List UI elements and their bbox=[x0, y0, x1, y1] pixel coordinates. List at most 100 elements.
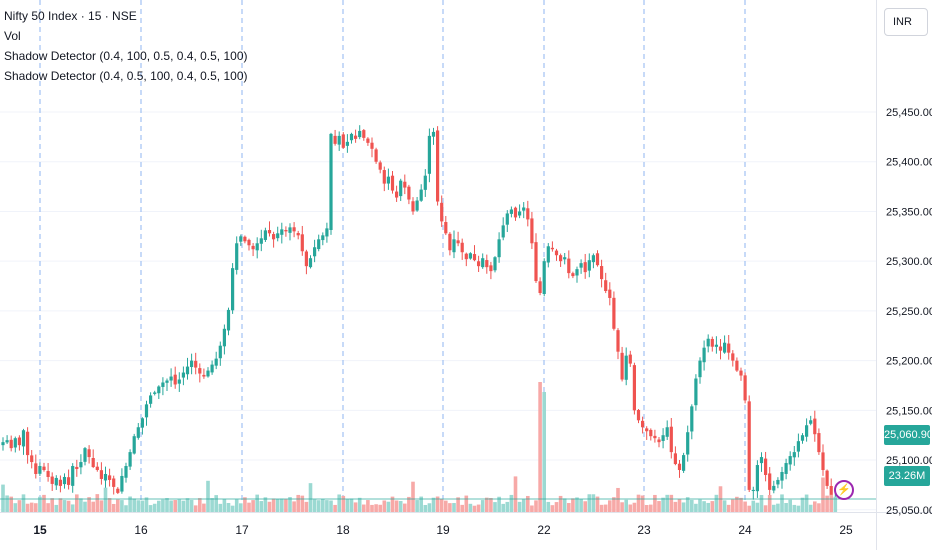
volume-bar bbox=[833, 496, 838, 512]
volume-bar bbox=[513, 476, 518, 512]
candle-body bbox=[284, 230, 288, 232]
candle-body bbox=[1, 442, 5, 446]
volume-bar bbox=[501, 503, 505, 512]
candle-body bbox=[768, 473, 772, 490]
x-tick-label: 15 bbox=[33, 523, 47, 537]
indicator-label-1[interactable]: Shadow Detector (0.4, 100, 0.5, 0.4, 0.5… bbox=[4, 49, 248, 63]
volume-bar bbox=[460, 504, 464, 512]
candle-body bbox=[26, 431, 30, 456]
candle-body bbox=[489, 265, 493, 272]
volume-bar bbox=[526, 495, 530, 512]
volume-bar bbox=[493, 502, 497, 512]
volume-bar bbox=[87, 497, 91, 512]
volume-bar bbox=[435, 496, 440, 512]
candle-body bbox=[206, 370, 210, 377]
candle-body bbox=[415, 200, 419, 211]
volume-bar bbox=[70, 504, 75, 512]
x-tick-label: 18 bbox=[336, 523, 350, 537]
currency-button[interactable]: INR bbox=[884, 8, 928, 36]
volume-bar bbox=[554, 502, 559, 512]
volume-bar bbox=[75, 494, 79, 512]
volume-bar bbox=[669, 494, 674, 512]
x-tick-label: 25 bbox=[839, 523, 853, 537]
candle-body bbox=[235, 243, 239, 270]
volume-bar bbox=[308, 483, 313, 512]
candle-body bbox=[468, 253, 472, 259]
candle-body bbox=[378, 162, 382, 170]
candle-body bbox=[292, 227, 296, 232]
candle-body bbox=[567, 258, 571, 274]
candle-body bbox=[608, 289, 612, 298]
candle-body bbox=[612, 297, 616, 329]
volume-bar bbox=[829, 494, 833, 512]
candle-body bbox=[124, 466, 128, 478]
candle-body bbox=[464, 253, 468, 260]
volume-bar bbox=[333, 504, 337, 512]
volume-bar bbox=[144, 497, 149, 512]
candle-body bbox=[477, 261, 481, 267]
volume-bar bbox=[608, 500, 612, 512]
candle-body bbox=[390, 175, 395, 191]
candle-body bbox=[587, 260, 591, 271]
candle-body bbox=[329, 133, 333, 230]
candle-body bbox=[165, 380, 169, 383]
volume-bar bbox=[800, 497, 805, 512]
candle-body bbox=[50, 476, 54, 484]
symbol-title[interactable]: Nifty 50 Index · 15 · NSE bbox=[4, 9, 137, 23]
candle-body bbox=[669, 426, 673, 453]
volume-bar bbox=[759, 495, 764, 512]
candle-body bbox=[177, 379, 181, 384]
candle-body bbox=[485, 260, 489, 268]
volume-bar bbox=[173, 500, 177, 512]
y-tick-label: 25,100.00 bbox=[886, 455, 932, 467]
volume-bar bbox=[685, 497, 690, 512]
lightning-icon[interactable]: ⚡ bbox=[834, 480, 854, 500]
volume-bar bbox=[321, 499, 325, 512]
volume-bar bbox=[38, 496, 42, 512]
volume-bar bbox=[722, 500, 727, 512]
candle-body bbox=[460, 242, 464, 253]
candle-body bbox=[698, 360, 702, 378]
indicator-label-2[interactable]: Shadow Detector (0.4, 0.5, 100, 0.4, 0.5… bbox=[4, 69, 248, 83]
candle-body bbox=[95, 466, 99, 471]
volume-bar bbox=[181, 500, 186, 512]
volume-bar bbox=[681, 502, 686, 512]
candle-body bbox=[386, 176, 390, 184]
volume-bar bbox=[796, 505, 801, 512]
volume-bar bbox=[624, 499, 628, 512]
volume-indicator-label[interactable]: Vol bbox=[4, 29, 21, 43]
candle-body bbox=[128, 452, 132, 467]
volume-bar bbox=[817, 503, 821, 512]
volume-bar bbox=[558, 495, 563, 512]
volume-bar bbox=[497, 496, 501, 512]
volume-bar bbox=[161, 499, 165, 512]
candle-body bbox=[493, 257, 497, 271]
candle-body bbox=[534, 242, 538, 282]
candle-body bbox=[743, 375, 747, 401]
candle-body bbox=[13, 438, 17, 448]
volume-bar bbox=[575, 497, 579, 512]
candle-body bbox=[682, 455, 686, 471]
candle-body bbox=[694, 378, 698, 406]
volume-bar bbox=[255, 494, 259, 512]
candle-body bbox=[706, 338, 710, 347]
candle-body bbox=[825, 470, 829, 486]
candle-body bbox=[509, 209, 513, 214]
volume-bar bbox=[206, 480, 210, 512]
volume-bar bbox=[107, 498, 112, 512]
candle-body bbox=[702, 347, 706, 363]
volume-bar bbox=[34, 503, 38, 512]
candle-body bbox=[272, 234, 276, 240]
volume-bar bbox=[42, 494, 46, 512]
volume-bar bbox=[116, 499, 120, 512]
volume-bar bbox=[234, 499, 239, 512]
candle-body bbox=[780, 471, 784, 481]
volume-bar bbox=[251, 500, 255, 512]
candle-body bbox=[243, 236, 247, 242]
candle-body bbox=[677, 463, 682, 471]
candle-body bbox=[710, 338, 714, 347]
volume-bar bbox=[316, 500, 321, 512]
candle-body bbox=[579, 263, 583, 268]
volume-bar bbox=[271, 498, 276, 512]
